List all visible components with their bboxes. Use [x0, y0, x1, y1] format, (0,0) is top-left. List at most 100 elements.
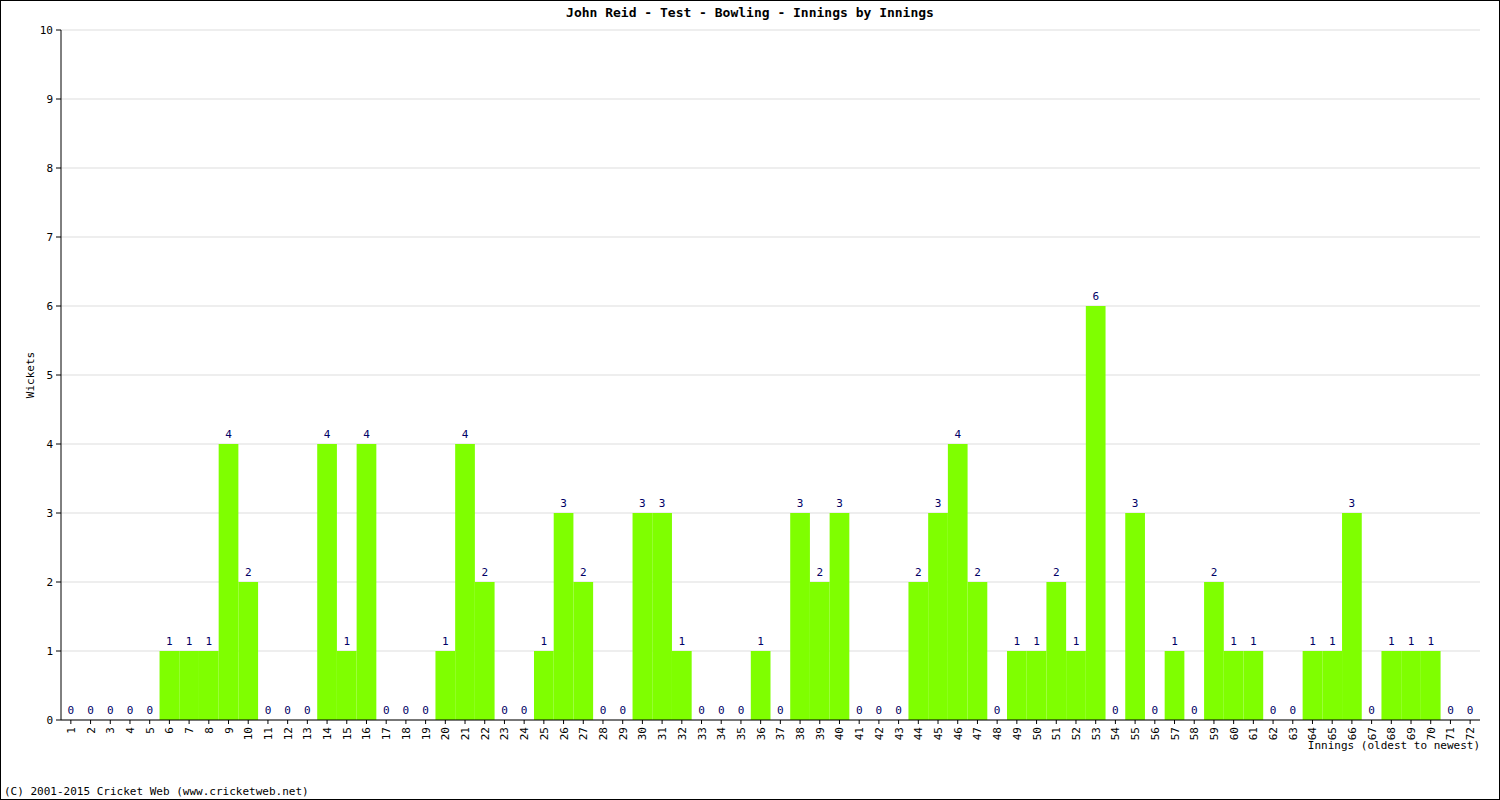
x-tick — [878, 720, 879, 724]
data-label: 2 — [481, 566, 488, 579]
y-tick — [56, 30, 61, 31]
data-label: 1 — [166, 635, 173, 648]
x-tick — [1075, 720, 1076, 724]
data-label: 1 — [1171, 635, 1178, 648]
x-tick — [484, 720, 485, 724]
x-tick — [70, 720, 71, 724]
bar — [1421, 651, 1441, 720]
x-tick — [208, 720, 209, 724]
x-tick — [248, 720, 249, 724]
x-tick — [1312, 720, 1313, 724]
data-label: 0 — [777, 704, 784, 717]
x-tick — [169, 720, 170, 724]
x-tick — [957, 720, 958, 724]
bar — [948, 444, 968, 720]
x-tick — [721, 720, 722, 724]
x-tick-label: 62 — [1267, 727, 1280, 740]
x-tick — [602, 720, 603, 724]
x-tick — [1174, 720, 1175, 724]
x-tick-label: 45 — [932, 727, 945, 740]
x-tick — [543, 720, 544, 724]
x-tick — [662, 720, 663, 724]
data-label: 1 — [343, 635, 350, 648]
x-tick — [1411, 720, 1412, 724]
y-tick — [56, 513, 61, 514]
bar — [790, 513, 810, 720]
x-tick-label: 25 — [538, 727, 551, 740]
bar — [554, 513, 574, 720]
x-tick-label: 4 — [124, 727, 137, 734]
data-label: 2 — [915, 566, 922, 579]
x-tick-label: 7 — [183, 727, 196, 734]
x-tick-label: 1 — [65, 727, 78, 734]
y-tick-label: 0 — [46, 714, 53, 727]
bar — [160, 651, 180, 720]
x-axis — [61, 720, 1480, 721]
data-label: 1 — [1250, 635, 1257, 648]
data-label: 1 — [186, 635, 193, 648]
data-label: 4 — [324, 428, 331, 441]
y-tick-label: 10 — [40, 24, 53, 37]
x-tick — [977, 720, 978, 724]
y-tick — [56, 237, 61, 238]
x-tick — [839, 720, 840, 724]
x-tick — [1292, 720, 1293, 724]
x-tick-label: 53 — [1090, 727, 1103, 740]
data-label: 2 — [816, 566, 823, 579]
x-tick-label: 42 — [873, 727, 886, 740]
grid-line — [61, 513, 1480, 514]
bar — [928, 513, 948, 720]
x-tick — [129, 720, 130, 724]
bar — [1342, 513, 1362, 720]
bar — [1204, 582, 1224, 720]
annotation: (C) 2001-2015 Cricket Web (www.cricketwe… — [4, 785, 309, 798]
bar — [1046, 582, 1066, 720]
x-tick — [1273, 720, 1274, 724]
data-label: 1 — [442, 635, 449, 648]
data-label: 0 — [738, 704, 745, 717]
data-label: 0 — [619, 704, 626, 717]
chart: 0123456789100000011142000414000142001320… — [0, 0, 1500, 800]
x-tick-label: 46 — [952, 727, 965, 740]
y-tick — [56, 720, 61, 721]
x-tick-label: 29 — [617, 727, 630, 740]
bar — [908, 582, 928, 720]
x-tick — [918, 720, 919, 724]
x-tick — [800, 720, 801, 724]
x-tick — [740, 720, 741, 724]
x-tick-label: 35 — [735, 727, 748, 740]
bar — [672, 651, 692, 720]
bar — [968, 582, 988, 720]
x-tick — [1016, 720, 1017, 724]
y-tick — [56, 651, 61, 652]
data-label: 6 — [1092, 290, 1099, 303]
grid-line — [61, 30, 1480, 31]
grid-line — [61, 444, 1480, 445]
bar — [357, 444, 377, 720]
data-label: 0 — [422, 704, 429, 717]
data-label: 0 — [718, 704, 725, 717]
data-label: 0 — [265, 704, 272, 717]
x-tick-label: 43 — [893, 727, 906, 740]
data-label: 1 — [679, 635, 686, 648]
data-label: 3 — [1349, 497, 1356, 510]
data-label: 0 — [403, 704, 410, 717]
bars — [160, 306, 1441, 720]
x-tick-label: 24 — [518, 727, 531, 741]
data-label: 1 — [206, 635, 213, 648]
x-tick-label: 61 — [1247, 727, 1260, 740]
x-tick-label: 49 — [1011, 727, 1024, 740]
y-tick-label: 8 — [46, 162, 53, 175]
data-label: 3 — [560, 497, 567, 510]
x-tick — [1194, 720, 1195, 724]
bar — [455, 444, 475, 720]
data-label: 4 — [462, 428, 469, 441]
x-tick — [681, 720, 682, 724]
bar — [751, 651, 771, 720]
x-label: Innings (oldest to newest) — [1308, 739, 1480, 752]
data-label: 0 — [876, 704, 883, 717]
x-tick — [1391, 720, 1392, 724]
data-label: 0 — [600, 704, 607, 717]
x-tick — [287, 720, 288, 724]
x-tick — [1332, 720, 1333, 724]
